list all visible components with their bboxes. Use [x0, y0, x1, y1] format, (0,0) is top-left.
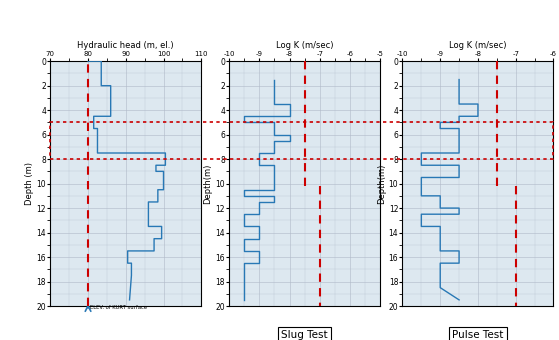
Text: Slug Test: Slug Test	[281, 330, 328, 340]
Text: Pulse Test: Pulse Test	[452, 330, 504, 340]
X-axis label: Log K (m/sec): Log K (m/sec)	[449, 41, 506, 50]
X-axis label: Log K (m/sec): Log K (m/sec)	[276, 41, 333, 50]
Y-axis label: Depth (m): Depth (m)	[25, 162, 34, 205]
Text: ELEV. of KURT surface: ELEV. of KURT surface	[90, 305, 147, 310]
X-axis label: Hydraulic head (m, el.): Hydraulic head (m, el.)	[78, 41, 174, 50]
Y-axis label: Depth(m): Depth(m)	[377, 164, 386, 204]
Y-axis label: Depth(m): Depth(m)	[203, 164, 212, 204]
